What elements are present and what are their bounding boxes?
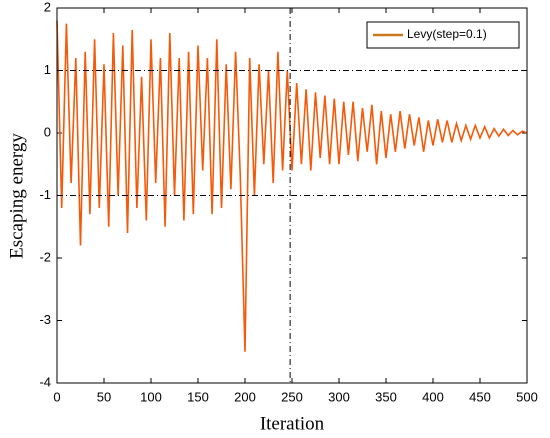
y-tick-label: 2: [44, 0, 51, 14]
y-tick-label: -1: [39, 187, 51, 202]
y-tick-label: -3: [39, 312, 51, 327]
y-tick-label: 0: [44, 124, 51, 139]
x-tick-label: 500: [516, 389, 538, 404]
x-tick-label: 0: [53, 389, 60, 404]
y-tick-label: 1: [44, 62, 51, 77]
x-tick-label: 150: [187, 389, 209, 404]
legend-box: [366, 21, 520, 49]
legend-label: Levy(step=0.1): [407, 27, 487, 41]
x-tick-label: 250: [281, 389, 303, 404]
y-tick-label: -2: [39, 249, 51, 264]
x-axis-label: Iteration: [260, 413, 325, 434]
y-tick-label: -4: [39, 374, 51, 389]
x-tick-label: 450: [469, 389, 491, 404]
plot-frame: [56, 7, 528, 384]
x-tick-label: 300: [328, 389, 350, 404]
x-tick-label: 400: [422, 389, 444, 404]
x-tick-label: 100: [140, 389, 162, 404]
data-line: [56, 20, 528, 352]
x-tick-label: 50: [97, 389, 111, 404]
x-tick-label: 350: [375, 389, 397, 404]
y-axis-label: Escaping energy: [6, 133, 27, 259]
x-tick-label: 200: [234, 389, 256, 404]
